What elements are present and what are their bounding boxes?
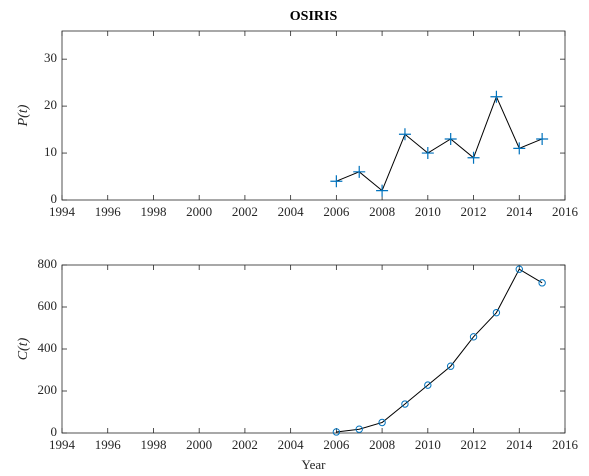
- marker: [378, 418, 386, 427]
- marker: [469, 333, 478, 341]
- marker: [398, 128, 411, 141]
- x-tick-label: 2004: [278, 437, 305, 452]
- x-tick-label: 2000: [186, 204, 212, 219]
- marker: [467, 151, 480, 164]
- y-tick-label: 800: [38, 256, 58, 271]
- x-tick-label: 2012: [461, 204, 487, 219]
- x-tick-label: 1996: [95, 437, 122, 452]
- line: [336, 268, 543, 433]
- y-tick-label: 30: [44, 50, 57, 65]
- axes-box: [61, 264, 566, 434]
- x-axis-label: Year: [302, 457, 327, 472]
- marker: [446, 362, 455, 370]
- x-tick-label: 1994: [49, 204, 76, 219]
- marker: [490, 90, 503, 103]
- y-tick-label: 0: [51, 424, 58, 439]
- x-tick-label: 2014: [506, 437, 533, 452]
- x-tick-label: 2016: [552, 437, 579, 452]
- y-tick-label: 10: [44, 144, 57, 159]
- y-tick-label: 200: [38, 382, 58, 397]
- marker: [376, 184, 389, 197]
- marker: [330, 175, 343, 188]
- marker: [538, 279, 546, 287]
- y-tick-label: 400: [38, 340, 58, 355]
- x-tick-label: 2014: [506, 204, 533, 219]
- marker: [421, 147, 434, 160]
- marker: [332, 428, 341, 436]
- line: [336, 95, 543, 192]
- marker: [353, 165, 366, 178]
- y-tick-label: 600: [38, 298, 58, 313]
- x-tick-label: 2006: [323, 437, 350, 452]
- y-axis-label: P(t): [16, 104, 31, 127]
- x-tick-label: 1998: [140, 437, 166, 452]
- x-tick-label: 2004: [278, 204, 305, 219]
- x-tick-label: 1998: [140, 204, 166, 219]
- marker: [401, 400, 409, 408]
- marker: [536, 132, 549, 145]
- x-tick-label: 1994: [49, 437, 76, 452]
- x-tick-label: 2010: [415, 204, 441, 219]
- marker: [355, 425, 363, 433]
- marker: [424, 381, 432, 389]
- marker: [513, 142, 526, 155]
- x-tick-label: 2008: [369, 204, 395, 219]
- axes-box: [61, 30, 566, 201]
- chart-title: OSIRIS: [290, 9, 338, 24]
- marker: [515, 265, 523, 273]
- x-tick-label: 2002: [232, 204, 258, 219]
- marker: [444, 132, 457, 145]
- x-tick-label: 2006: [323, 204, 350, 219]
- x-tick-label: 2012: [461, 437, 487, 452]
- y-tick-label: 0: [51, 191, 58, 206]
- y-axis-label: C(t): [16, 337, 31, 360]
- x-tick-label: 2010: [415, 437, 441, 452]
- x-tick-label: 2008: [369, 437, 395, 452]
- x-tick-label: 2016: [552, 204, 579, 219]
- x-tick-label: 1996: [95, 204, 122, 219]
- marker: [492, 308, 501, 317]
- y-tick-label: 20: [44, 97, 57, 112]
- x-tick-label: 2002: [232, 437, 258, 452]
- x-tick-label: 2000: [186, 437, 212, 452]
